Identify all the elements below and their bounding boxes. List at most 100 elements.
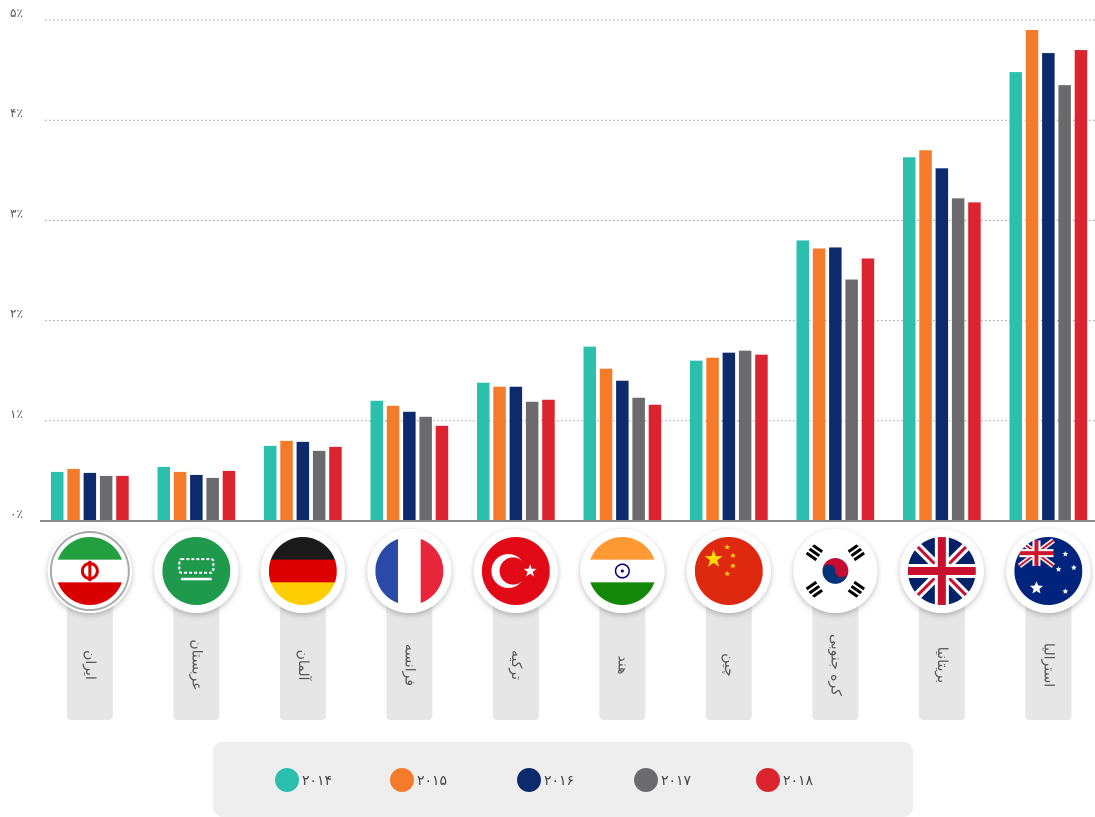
china-flag-icon [694, 537, 763, 605]
legend-label: ۲۰۱۵ [417, 773, 447, 789]
bar [403, 411, 416, 521]
bar [525, 401, 539, 521]
y-axis-tick-labels: ۰٪ ۱٪ ۲٪ ۳٪ ۴٪ ۵٪ [10, 6, 23, 521]
bar [542, 399, 555, 521]
legend-label: ۲۰۱۸ [783, 773, 814, 789]
bar [280, 440, 293, 521]
bar [616, 380, 629, 521]
country-label: چین [721, 653, 737, 677]
australia-flag-icon [1014, 537, 1083, 605]
bar [1058, 85, 1071, 521]
bar [419, 416, 432, 521]
y-tick-label: ۵٪ [10, 6, 23, 20]
country-flags: ایران عربستان آلمان فرانسه ترکیه هند چین کره جن… [47, 529, 1091, 696]
y-tick-label: ۰٪ [10, 507, 23, 521]
bar [386, 405, 400, 521]
country-label: بریتانیا [934, 647, 950, 683]
bar [690, 360, 703, 521]
bar [1042, 53, 1055, 521]
legend-panel [213, 742, 913, 817]
country-label: ترکیه [508, 650, 524, 680]
bar [935, 168, 949, 521]
bar [861, 258, 875, 521]
country-flag [580, 529, 665, 613]
bar [919, 150, 932, 521]
country-flag [473, 529, 558, 613]
bar [264, 445, 277, 521]
legend-item: ۲۰۱۷ [634, 768, 692, 792]
country-label: آلمان [295, 650, 312, 682]
country-label: استرالیا [1040, 643, 1056, 687]
bar [173, 471, 187, 521]
legend-label: ۲۰۱۶ [544, 773, 574, 789]
bar [632, 397, 645, 521]
y-tick-label: ۳٪ [10, 206, 23, 220]
legend-swatch [634, 768, 658, 792]
legend-swatch [517, 768, 541, 792]
y-tick-label: ۴٪ [10, 106, 23, 120]
bar [116, 475, 129, 521]
bar [509, 386, 523, 521]
bar [755, 354, 768, 521]
country-label: کره جنوبی [827, 634, 843, 696]
bar [435, 425, 449, 521]
bar [157, 466, 170, 521]
legend-label: ۲۰۱۴ [302, 773, 332, 789]
legend-item: ۲۰۱۶ [517, 768, 574, 792]
bar [951, 198, 965, 521]
bar [1074, 50, 1088, 522]
bar [968, 202, 981, 521]
germany-flag-icon [268, 537, 337, 605]
country-flag [154, 529, 239, 613]
bar [796, 240, 809, 521]
bars [51, 30, 1088, 522]
india-flag-icon [588, 537, 657, 605]
bar [903, 157, 916, 522]
bar [722, 352, 736, 521]
country-label: ایران [82, 650, 98, 680]
bar [206, 477, 219, 521]
legend-item: ۲۰۱۵ [390, 768, 447, 792]
bar [583, 346, 596, 521]
turkey-flag-icon [481, 537, 550, 605]
bar [370, 400, 383, 521]
country-flag [793, 529, 878, 613]
country-label: عربستان [188, 639, 204, 690]
bar [190, 474, 203, 521]
france-flag-icon [375, 537, 444, 605]
bar [599, 368, 613, 521]
bar [845, 279, 858, 521]
country-flag [686, 529, 771, 613]
legend-item: ۲۰۱۸ [756, 768, 814, 792]
y-tick-label: ۲٪ [10, 307, 23, 321]
country-flag [1006, 529, 1091, 613]
legend-swatch [756, 768, 780, 792]
bar [329, 446, 342, 521]
bar [99, 475, 113, 521]
bar [493, 386, 506, 521]
country-label: فرانسه [401, 644, 417, 686]
bar [812, 248, 826, 521]
y-tick-label: ۱٪ [10, 407, 23, 421]
country-flag [899, 529, 984, 613]
bar [312, 450, 326, 521]
legend-swatch [390, 768, 414, 792]
bar [477, 382, 490, 521]
uk-flag-icon [907, 537, 976, 605]
bar [738, 350, 752, 521]
bar [67, 468, 80, 521]
country-label: هند [614, 656, 630, 675]
bar [706, 357, 719, 521]
south-korea-flag-icon [801, 537, 870, 605]
bar [648, 404, 662, 521]
bar [1009, 72, 1022, 521]
country-flag [47, 529, 132, 613]
iran-flag-icon [55, 537, 124, 605]
country-flag [367, 529, 452, 613]
country-flag [260, 529, 345, 613]
bar [296, 441, 310, 521]
legend-item: ۲۰۱۴ [275, 768, 332, 792]
bar [829, 247, 842, 522]
legend-swatch [275, 768, 299, 792]
